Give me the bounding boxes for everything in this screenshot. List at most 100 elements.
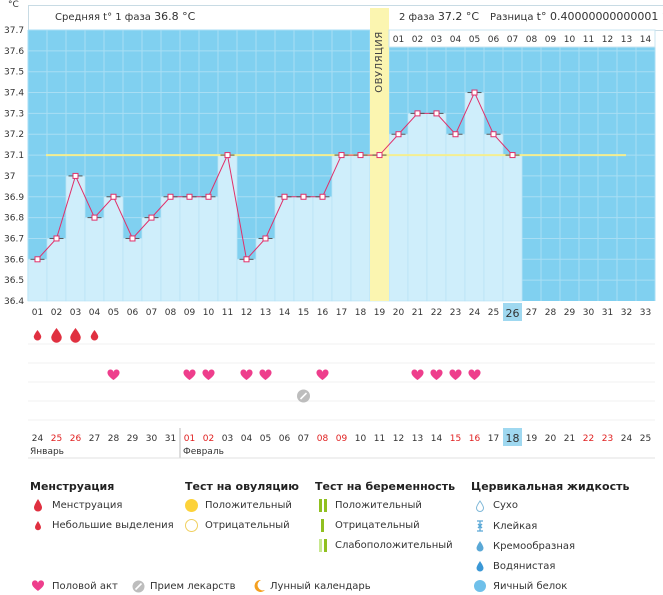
phase1-label: Средняя t° 1 фаза	[55, 12, 151, 23]
cycle-day-label: 11	[222, 308, 233, 318]
y-tick-label: 37.7	[4, 26, 24, 36]
cycle-day-label: 10	[203, 308, 215, 318]
ovulation-label: ОВУЛЯЦИЯ	[374, 31, 385, 93]
calendar-date: 08	[317, 434, 329, 444]
cycle-day-label: 24	[469, 308, 481, 318]
temperature-point	[338, 152, 345, 159]
temperature-point	[281, 193, 288, 200]
cycle-day-label: 09	[184, 308, 196, 318]
temperature-bar	[426, 113, 447, 302]
temperature-bar	[255, 238, 276, 302]
cycle-day-label: 12	[241, 308, 252, 318]
diff-label: Разница	[490, 12, 534, 23]
cycle-day-label: 33	[640, 308, 651, 318]
spotting-drop-icon	[90, 330, 99, 341]
cervical-dry-icon	[475, 500, 485, 512]
cycle-day-label: 19	[374, 308, 386, 318]
calendar-date: 19	[526, 434, 538, 444]
legend-item-intercourse: Половой акт	[52, 581, 118, 592]
calendar-date: 25	[51, 434, 62, 444]
calendar-date: 06	[279, 434, 291, 444]
ovulation-positive-icon	[185, 499, 198, 512]
phase2-day-label: 04	[450, 35, 462, 45]
calendar-date: 24	[32, 434, 44, 444]
phase2-day-row-border	[388, 29, 656, 48]
cervical-sticky-icon	[477, 520, 483, 532]
cycle-day-label: 20	[393, 308, 405, 318]
calendar-date: 21	[564, 434, 575, 444]
phase2-day-label: 14	[640, 35, 652, 45]
cycle-day-label: 08	[165, 308, 177, 318]
current-date-highlight	[503, 428, 522, 446]
temperature-bar	[293, 196, 314, 302]
phase2-day-label: 13	[621, 35, 632, 45]
month-label-feb: Февраль	[183, 447, 224, 457]
legend-item-menstruation: Менструация	[52, 500, 123, 511]
legend-item-medication: Прием лекарств	[150, 581, 236, 592]
legend-item-sticky: Клейкая	[493, 521, 538, 532]
cycle-day-label: 04	[89, 308, 101, 318]
temperature-point	[148, 214, 155, 221]
cycle-day-label: 32	[621, 308, 632, 318]
temperature-bar	[160, 196, 181, 302]
calendar-date-current: 18	[506, 432, 520, 445]
temperature-bar	[65, 175, 86, 302]
calendar-date: 16	[469, 434, 481, 444]
phase2-day-row-bg	[389, 30, 655, 47]
pregnancy-negative-icon	[321, 519, 324, 532]
calendar-date: 23	[602, 434, 613, 444]
cycle-day-label: 23	[450, 308, 461, 318]
cycle-day-label: 25	[488, 308, 499, 318]
cycle-day-label: 14	[279, 308, 291, 318]
y-tick-label: 36.7	[4, 234, 24, 244]
temperature-point	[224, 152, 231, 159]
intercourse-heart-icon	[202, 369, 215, 380]
calendar-date: 20	[545, 434, 557, 444]
medication-pill-stroke	[299, 392, 308, 400]
cycle-day-label-current: 26	[506, 307, 520, 320]
cycle-day-label: 15	[298, 308, 309, 318]
phase2-day-label: 09	[545, 35, 557, 45]
legend-item-ovulation-negative: Отрицательный	[205, 520, 290, 531]
temperature-bar	[445, 133, 466, 302]
legend: Менструация Менструация Небольшие выделе…	[0, 470, 663, 595]
cycle-day-label: 03	[70, 308, 81, 318]
cycle-day-label: 06	[127, 308, 139, 318]
phase2-value: 37.2 °C	[437, 10, 480, 23]
phase2-average: 2 фаза 37.2 °C	[399, 10, 479, 23]
calendar-date: 25	[640, 434, 651, 444]
phase2-day-label: 12	[602, 35, 613, 45]
temperature-bar	[122, 238, 143, 302]
cervical-watery-icon	[476, 561, 484, 572]
temperature-point	[319, 193, 326, 200]
temperature-bar	[141, 217, 162, 302]
phase2-day-label: 06	[488, 35, 500, 45]
temperature-point	[471, 89, 478, 96]
cycle-day-label: 29	[564, 308, 576, 318]
y-tick-label: 37.6	[4, 47, 24, 57]
cycle-day-label: 16	[317, 308, 329, 318]
intercourse-heart-icon	[411, 369, 424, 380]
calendar-date: 22	[583, 434, 594, 444]
legend-item-watery: Водянистая	[493, 561, 556, 572]
y-tick-label: 36.9	[4, 193, 24, 203]
phase1-average: Средняя t° 1 фаза 36.8 °C	[55, 10, 195, 23]
y-unit-label: °C	[8, 0, 19, 10]
temperature-point	[72, 172, 79, 179]
phase2-day-label: 07	[507, 35, 518, 45]
temperature-bar	[46, 238, 67, 302]
cycle-day-label: 18	[355, 308, 367, 318]
temperature-point	[490, 131, 497, 138]
y-tick-label: 37	[4, 172, 15, 182]
calendar-date: 01	[184, 434, 195, 444]
legend-title-menstruation: Менструация	[30, 480, 115, 493]
phase2-day-label: 10	[564, 35, 576, 45]
spotting-drop-icon	[35, 521, 41, 531]
legend-title-pregnancy-test: Тест на беременность	[315, 480, 456, 493]
y-tick-label: 36.6	[4, 255, 24, 265]
legend-item-ovulation-positive: Положительный	[205, 500, 292, 511]
intercourse-heart-icon	[449, 369, 462, 380]
intercourse-heart-icon	[259, 369, 272, 380]
legend-title-cervical: Цервикальная жидкость	[471, 480, 630, 493]
temperature-point	[262, 235, 269, 242]
